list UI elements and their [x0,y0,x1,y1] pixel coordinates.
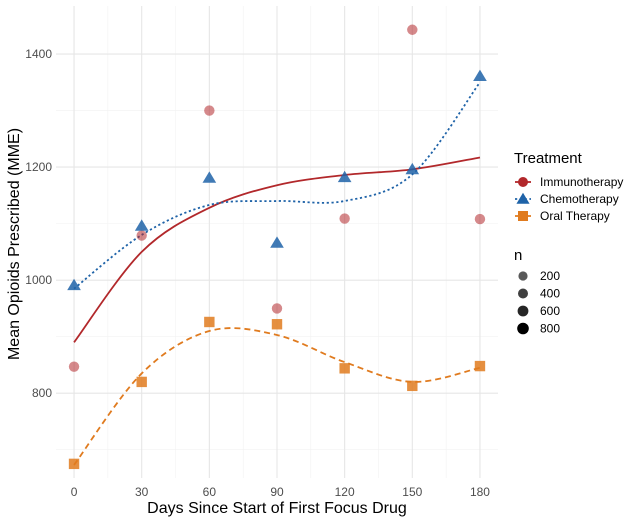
size-legend-label: 600 [540,304,560,318]
oral-therapy-point [68,458,80,470]
oral-therapy-point [204,316,215,328]
chemotherapy-point [270,236,284,248]
size-legend-label: 200 [540,269,560,283]
oral-therapy-point [339,363,350,374]
data-points [67,24,487,470]
oral-therapy-point [271,319,283,330]
y-tick-label: 800 [32,386,52,400]
legend: Treatment Immunotherapy Chemotherapy Oral … [514,150,623,336]
y-tick-label: 1000 [25,273,52,287]
y-axis-title: Mean Opioids Prescribed (MME) [6,128,23,360]
y-tick-label: 1400 [25,47,52,61]
x-tick-label: 30 [135,485,149,499]
legend-marker-oral-therapy [518,211,528,221]
immunotherapy-point [271,303,283,314]
legend-treatment-items: Immunotherapy Chemotherapy Oral Therapy [515,175,623,223]
x-tick-label: 0 [71,485,78,499]
chemotherapy-point [337,170,352,183]
size-legend-dot [517,305,529,317]
legend-marker-immunotherapy [518,177,528,187]
size-legend-title: n [514,247,522,264]
chemotherapy-point [67,278,81,291]
chemotherapy-point [405,162,420,175]
immunotherapy-point [474,213,486,225]
immunotherapy-point [136,230,147,241]
legend-label-chemotherapy: Chemotherapy [540,192,619,206]
size-legend-dot [517,322,529,335]
immunotherapy-point [407,24,418,35]
chemotherapy-point [202,171,217,183]
y-tick-label: 1200 [25,160,52,174]
size-legend-dot [518,271,528,281]
x-tick-label: 90 [270,485,284,499]
size-legend-label: 400 [540,287,560,301]
size-legend-label: 800 [540,322,560,336]
x-tick-label: 60 [203,485,217,499]
size-legend-dot [518,288,528,299]
chemotherapy-point [134,219,149,231]
immunotherapy-point [339,213,350,224]
immunotherapy-point [204,105,215,116]
legend-title: Treatment [514,150,583,167]
oral-therapy-point [136,376,147,388]
x-tick-label: 150 [402,485,422,499]
tick-labels: 0 30 60 90 120 150 180 800 1000 1200 1400 [25,47,490,499]
x-tick-label: 120 [335,485,355,499]
x-axis-title: Days Since Start of First Focus Drug [147,500,407,517]
chemotherapy-point [473,69,487,81]
immunotherapy-point [68,361,80,372]
legend-marker-chemotherapy [516,192,530,204]
x-tick-label: 180 [470,485,490,499]
legend-label-immunotherapy: Immunotherapy [540,175,623,189]
legend-label-oral-therapy: Oral Therapy [540,209,610,223]
oral-therapy-point [474,360,486,372]
legend-size-items: 200 400 600 800 [517,269,560,336]
oral-therapy-point [407,380,418,392]
